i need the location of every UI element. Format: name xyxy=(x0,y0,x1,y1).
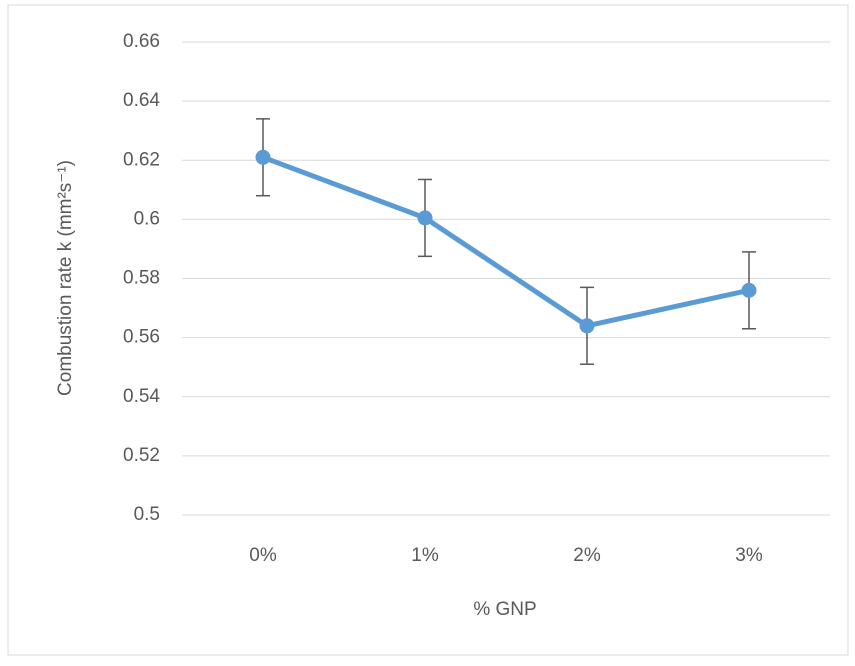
y-tick-label: 0.5 xyxy=(134,504,160,525)
x-tick-label: 2% xyxy=(573,545,601,566)
x-tick-label: 0% xyxy=(249,545,277,566)
y-tick-label: 0.6 xyxy=(134,208,160,229)
data-point xyxy=(741,282,757,298)
y-tick-label: 0.64 xyxy=(123,90,160,111)
x-axis-label: % GNP xyxy=(473,599,536,620)
y-tick-label: 0.62 xyxy=(123,149,160,170)
chart-frame xyxy=(7,4,849,656)
data-point xyxy=(417,210,433,226)
y-tick-label: 0.54 xyxy=(123,386,160,407)
y-tick-label: 0.56 xyxy=(123,327,160,348)
y-axis-label: Combustion rate k (mm²s⁻¹) xyxy=(55,160,76,396)
x-tick-label: 3% xyxy=(735,545,763,566)
y-tick-label: 0.66 xyxy=(123,31,160,52)
y-tick-label: 0.52 xyxy=(123,445,160,466)
y-tick-label: 0.58 xyxy=(123,268,160,289)
data-point xyxy=(579,318,595,334)
data-line xyxy=(262,154,750,329)
x-tick-label: 1% xyxy=(411,545,439,566)
data-point xyxy=(255,149,271,165)
